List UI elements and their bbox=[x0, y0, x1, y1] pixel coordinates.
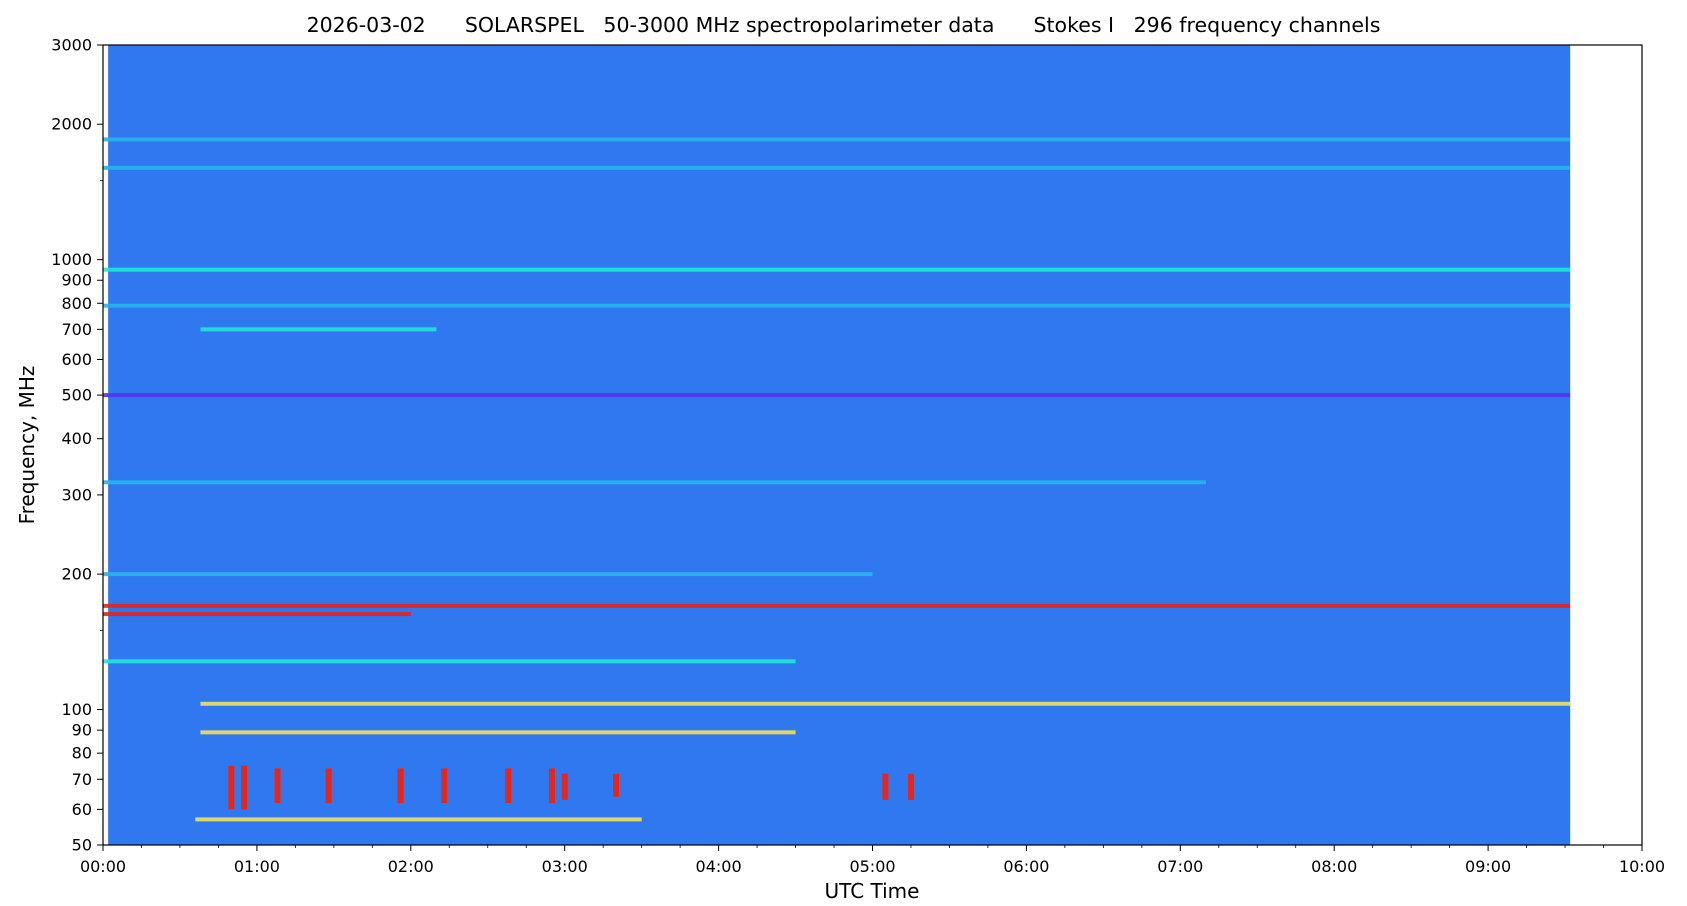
y-tick-label: 3000 bbox=[51, 36, 92, 55]
frequency-band bbox=[103, 572, 873, 577]
x-tick-label: 02:00 bbox=[388, 857, 434, 876]
x-tick-label: 01:00 bbox=[234, 857, 280, 876]
frequency-band bbox=[103, 165, 1571, 170]
frequency-band bbox=[103, 480, 1206, 485]
y-tick-label: 100 bbox=[61, 700, 92, 719]
radio-burst bbox=[548, 768, 555, 803]
x-tick-label: 07:00 bbox=[1157, 857, 1203, 876]
x-tick-label: 06:00 bbox=[1003, 857, 1049, 876]
x-tick-label: 05:00 bbox=[849, 857, 895, 876]
y-tick-label: 700 bbox=[61, 320, 92, 339]
frequency-band bbox=[103, 393, 1571, 398]
y-tick-label: 800 bbox=[61, 294, 92, 313]
radio-burst bbox=[325, 768, 332, 803]
frequency-band bbox=[103, 612, 411, 617]
y-tick-label: 50 bbox=[72, 836, 92, 855]
y-tick-label: 70 bbox=[72, 770, 92, 789]
radio-burst bbox=[882, 773, 889, 800]
frequency-band bbox=[103, 137, 1571, 142]
radio-burst bbox=[241, 765, 248, 810]
frequency-band bbox=[200, 701, 1571, 706]
x-tick-label: 10:00 bbox=[1619, 857, 1665, 876]
frequency-band bbox=[200, 327, 437, 332]
frequency-band bbox=[195, 817, 642, 822]
chart-title: 2026-03-02 SOLARSPEL 50-3000 MHz spectro… bbox=[306, 13, 1381, 37]
radio-burst bbox=[907, 773, 914, 800]
y-tick-label: 90 bbox=[72, 721, 92, 740]
y-tick-label: 900 bbox=[61, 271, 92, 290]
radio-burst bbox=[274, 768, 281, 803]
frequency-band bbox=[103, 267, 1571, 272]
heatmap-layer bbox=[103, 45, 1571, 845]
y-axis: 50 60 70 80 90 100 200 300 400 500 600 700 800 900 100… bbox=[51, 36, 103, 855]
y-tick-label: 500 bbox=[61, 386, 92, 405]
heatmap-background bbox=[108, 45, 1571, 845]
frequency-band bbox=[103, 603, 1571, 608]
radio-burst bbox=[441, 768, 448, 803]
radio-burst bbox=[505, 768, 512, 803]
y-tick-label: 80 bbox=[72, 744, 92, 763]
x-tick-label: 08:00 bbox=[1311, 857, 1357, 876]
radio-burst bbox=[561, 773, 568, 800]
y-tick-label: 600 bbox=[61, 350, 92, 369]
frequency-band bbox=[200, 730, 796, 735]
radio-burst bbox=[397, 768, 404, 803]
x-axis-title: UTC Time bbox=[825, 879, 920, 903]
radio-burst bbox=[613, 773, 619, 797]
y-axis-title: Frequency, MHz bbox=[15, 366, 39, 525]
y-tick-label: 300 bbox=[61, 485, 92, 504]
x-tick-label: 04:00 bbox=[696, 857, 742, 876]
x-tick-label: 00:00 bbox=[80, 857, 126, 876]
y-tick-label: 1000 bbox=[51, 250, 92, 269]
y-tick-label: 200 bbox=[61, 565, 92, 584]
frequency-band bbox=[103, 659, 796, 664]
y-tick-label: 400 bbox=[61, 429, 92, 448]
x-tick-label: 09:00 bbox=[1465, 857, 1511, 876]
x-axis: 00:00 01:00 02:00 03:00 04:00 05:00 06:00 07:00… bbox=[80, 845, 1665, 876]
y-tick-label: 60 bbox=[72, 800, 92, 819]
frequency-band bbox=[103, 303, 1571, 308]
y-tick-label: 2000 bbox=[51, 115, 92, 134]
x-tick-label: 03:00 bbox=[542, 857, 588, 876]
radio-burst bbox=[228, 765, 235, 810]
